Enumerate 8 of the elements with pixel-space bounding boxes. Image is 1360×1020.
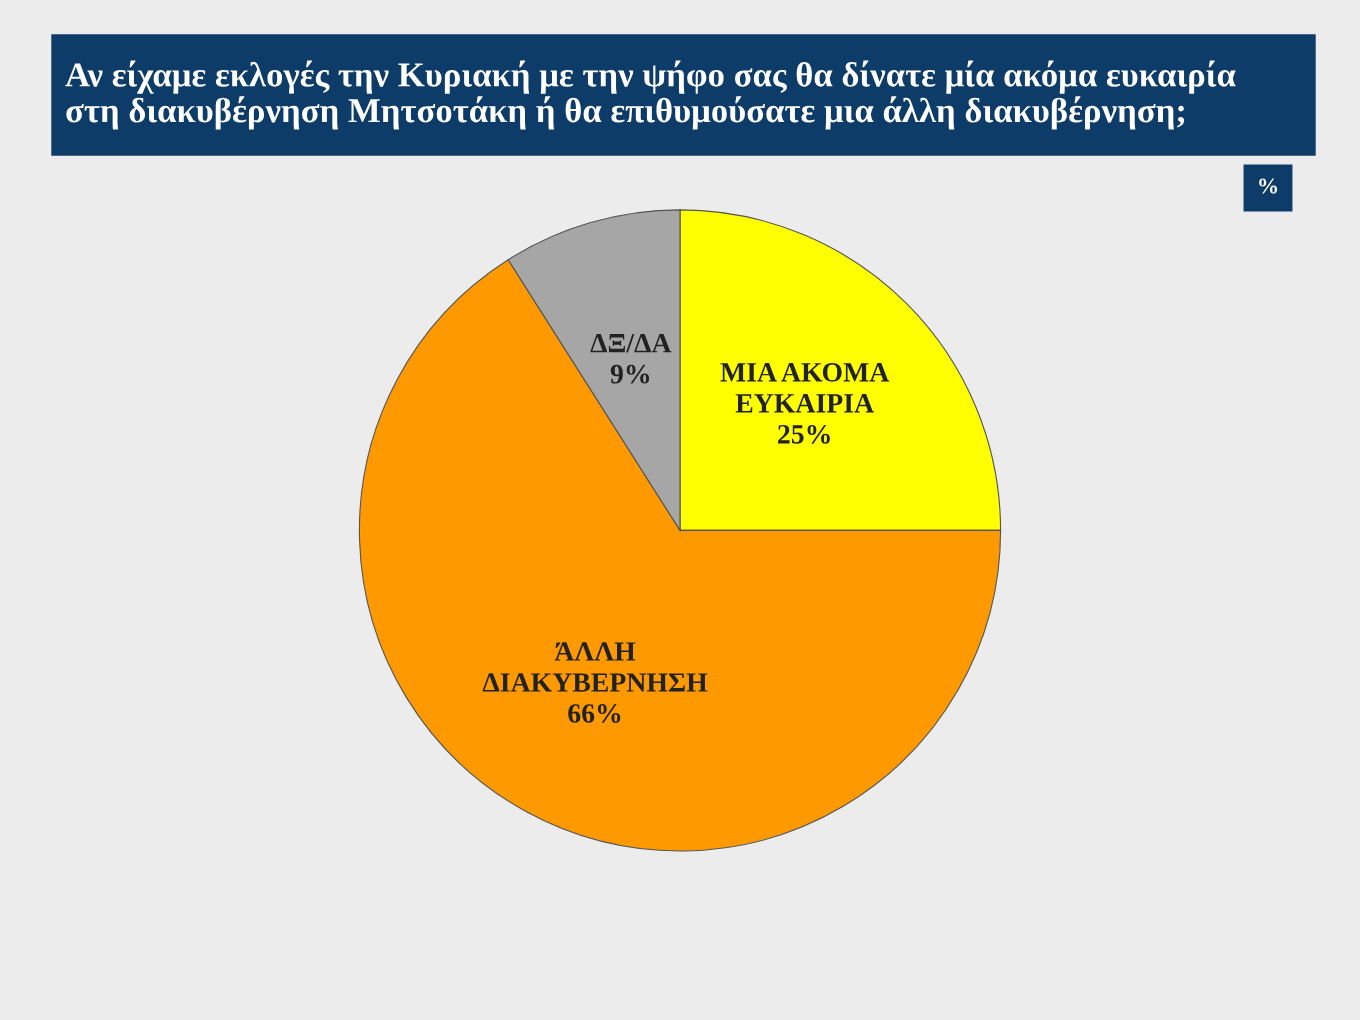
data-label: 25% [778,424,830,444]
chart-title: Αν είχαμε εκλογές την Κυριακή με την ψήφο σας θα δίνατε μία ακόμα ευκαιρία στη διακυβέρνηση Μητσοτάκη ή θα επιθυμούσατε μια άλλη διακυβέρνηση; [65,60,1236,130]
data-label: 66% [568,704,621,723]
text: % [1259,178,1278,194]
data-label: 9% [610,364,650,384]
slice-label: ΆΛΛΗ ΔΙΑΚΥΒΕΡΝΗΣΗ [482,642,708,692]
slice-label: ΜΙΑ ΑΚΟΜΑ ΕΥΚΑΙΡΙΑ [720,363,890,413]
slice-label: ΔΞ/ΔΑ [590,333,672,353]
